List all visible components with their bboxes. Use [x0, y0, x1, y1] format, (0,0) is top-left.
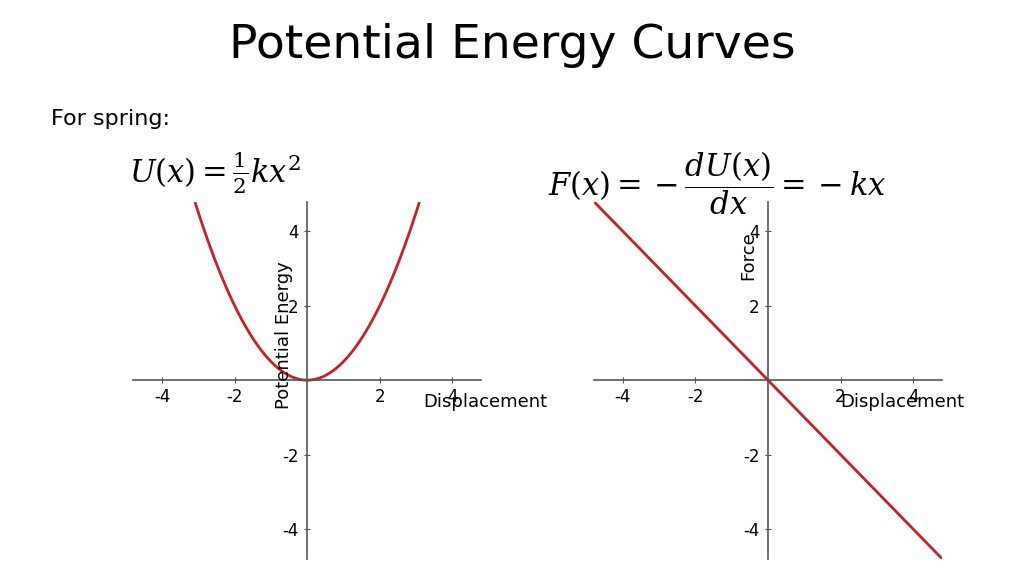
Text: For spring:: For spring:: [51, 109, 170, 130]
Text: Potential Energy Curves: Potential Energy Curves: [228, 23, 796, 68]
Text: Force: Force: [739, 232, 757, 280]
Text: Displacement: Displacement: [423, 393, 548, 411]
Text: Displacement: Displacement: [841, 393, 965, 411]
Text: $U(x) = \frac{1}{2}kx^2$: $U(x) = \frac{1}{2}kx^2$: [129, 150, 301, 196]
Text: $F(x) = -\dfrac{dU(x)}{dx} = -kx$: $F(x) = -\dfrac{dU(x)}{dx} = -kx$: [548, 150, 886, 217]
Text: Potential Energy: Potential Energy: [274, 261, 293, 409]
